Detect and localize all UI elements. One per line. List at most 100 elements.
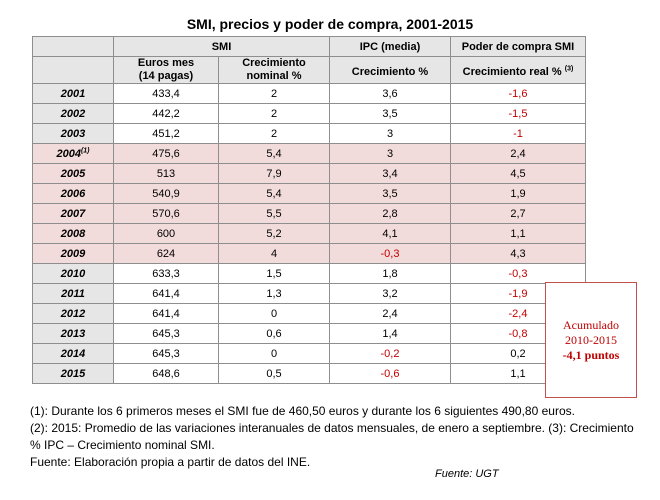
year-cell-value: 2011 bbox=[61, 287, 85, 300]
real-cell-value: -1,9 bbox=[508, 287, 528, 300]
table-row: 2004(1) 475,6 5,4 3 2,4 bbox=[32, 143, 586, 164]
footnotes: (1): Durante los 6 primeros meses el SMI… bbox=[30, 403, 640, 471]
ipc-cell: 3,4 bbox=[329, 163, 451, 184]
nominal-cell: 5,2 bbox=[218, 223, 330, 244]
ipc-cell-value: 1,4 bbox=[382, 327, 398, 340]
real-cell-value: -1 bbox=[513, 127, 523, 140]
year-cell-value: 2007 bbox=[60, 207, 86, 220]
table-row: 2015 648,6 0,5 -0,6 1,1 bbox=[32, 363, 586, 384]
year-cell-value: 2015 bbox=[60, 367, 86, 380]
header-euros: Euros mes (14 pagas) bbox=[113, 56, 219, 84]
table-row: 2001 433,4 2 3,6 -1,6 bbox=[32, 83, 586, 104]
nominal-cell-value: 0,6 bbox=[266, 327, 282, 340]
nominal-cell: 2 bbox=[218, 83, 330, 104]
table-row: 2003 451,2 2 3 -1 bbox=[32, 123, 586, 144]
nominal-cell-value: 5,2 bbox=[266, 227, 282, 240]
table-row: 2009 624 4 -0,3 4,3 bbox=[32, 243, 586, 264]
nominal-cell-value: 5,4 bbox=[266, 187, 282, 200]
accumulated-period: 2010-2015 bbox=[565, 332, 617, 347]
real-cell-value: 1,9 bbox=[510, 187, 526, 200]
euros-cell-value: 600 bbox=[156, 227, 176, 240]
year-cell: 2014 bbox=[32, 343, 114, 364]
year-cell: 2004(1) bbox=[32, 143, 114, 164]
year-footnote-sup: (1) bbox=[80, 146, 90, 154]
euros-cell-value: 645,3 bbox=[152, 327, 180, 340]
ipc-cell: 2,8 bbox=[329, 203, 451, 224]
header-real-growth: Crecimiento real % (3) bbox=[450, 56, 586, 84]
year-cell-value: 2008 bbox=[60, 227, 86, 240]
real-cell-value: -1,6 bbox=[508, 87, 528, 100]
ipc-cell: 3,6 bbox=[329, 83, 451, 104]
year-cell-value: 2004 bbox=[56, 147, 81, 160]
year-cell-value: 2001 bbox=[60, 87, 86, 100]
real-cell: 4,3 bbox=[450, 243, 586, 264]
nominal-cell: 1,5 bbox=[218, 263, 330, 284]
nominal-cell-value: 1,3 bbox=[266, 287, 282, 300]
real-cell: 2,7 bbox=[450, 203, 586, 224]
euros-cell-value: 645,3 bbox=[152, 347, 180, 360]
real-cell-value: 1,1 bbox=[510, 367, 526, 380]
header-row-groups: SMI IPC (media) Poder de compra SMI bbox=[32, 36, 586, 57]
year-cell-value: 2003 bbox=[60, 127, 86, 140]
year-cell: 2001 bbox=[32, 83, 114, 104]
ipc-cell-value: 2,8 bbox=[382, 207, 398, 220]
table-title: SMI, precios y poder de compra, 2001-201… bbox=[186, 16, 474, 32]
ipc-cell: -0,2 bbox=[329, 343, 451, 364]
real-cell: 1,1 bbox=[450, 223, 586, 244]
euros-cell: 645,3 bbox=[113, 343, 219, 364]
table-row: 2014 645,3 0 -0,2 0,2 bbox=[32, 343, 586, 364]
euros-cell-value: 624 bbox=[156, 247, 176, 260]
real-cell: 1,9 bbox=[450, 183, 586, 204]
ipc-cell-value: -0,6 bbox=[380, 367, 400, 380]
nominal-cell-value: 2 bbox=[270, 127, 278, 140]
real-cell-value: -2,4 bbox=[508, 307, 528, 320]
header-group-ipc: IPC (media) bbox=[329, 36, 451, 57]
accumulated-label: Acumulado bbox=[563, 317, 619, 332]
euros-cell-value: 641,4 bbox=[152, 287, 180, 300]
table-row: 2002 442,2 2 3,5 -1,5 bbox=[32, 103, 586, 124]
table-row: 2005 513 7,9 3,4 4,5 bbox=[32, 163, 586, 184]
year-cell: 2011 bbox=[32, 283, 114, 304]
table-row: 2008 600 5,2 4,1 1,1 bbox=[32, 223, 586, 244]
nominal-cell-value: 2 bbox=[270, 87, 278, 100]
real-cell-value: -0,3 bbox=[508, 267, 528, 280]
nominal-cell-value: 0 bbox=[270, 307, 278, 320]
table-row: 2006 540,9 5,4 3,5 1,9 bbox=[32, 183, 586, 204]
euros-cell: 433,4 bbox=[113, 83, 219, 104]
nominal-cell: 0 bbox=[218, 343, 330, 364]
real-cell-value: -1,5 bbox=[508, 107, 528, 120]
nominal-cell-value: 1,5 bbox=[266, 267, 282, 280]
year-cell-value: 2010 bbox=[60, 267, 86, 280]
year-cell: 2003 bbox=[32, 123, 114, 144]
year-cell-value: 2006 bbox=[60, 187, 86, 200]
real-cell-value: 1,1 bbox=[510, 227, 526, 240]
ipc-cell: 1,4 bbox=[329, 323, 451, 344]
real-cell-value: 4,5 bbox=[510, 167, 526, 180]
year-cell: 2006 bbox=[32, 183, 114, 204]
real-cell-value: 2,4 bbox=[510, 147, 526, 160]
euros-cell-value: 648,6 bbox=[152, 367, 180, 380]
ipc-cell: -0,3 bbox=[329, 243, 451, 264]
footnote-2: (2): 2015: Promedio de las variaciones i… bbox=[30, 421, 634, 452]
ipc-cell-value: 4,1 bbox=[382, 227, 398, 240]
ipc-cell-value: 1,8 bbox=[382, 267, 398, 280]
nominal-cell: 5,4 bbox=[218, 143, 330, 164]
header-year-blank bbox=[32, 56, 114, 84]
ipc-cell-value: 3,6 bbox=[382, 87, 398, 100]
real-cell: -1,6 bbox=[450, 83, 586, 104]
euros-cell: 645,3 bbox=[113, 323, 219, 344]
nominal-cell: 2 bbox=[218, 123, 330, 144]
header-real-label: Crecimiento real % bbox=[462, 66, 562, 78]
real-cell-value: 2,7 bbox=[510, 207, 526, 220]
euros-cell-value: 540,9 bbox=[152, 187, 180, 200]
euros-cell-value: 451,2 bbox=[152, 127, 180, 140]
real-cell: -1 bbox=[450, 123, 586, 144]
year-cell-value: 2013 bbox=[60, 327, 86, 340]
euros-cell: 648,6 bbox=[113, 363, 219, 384]
nominal-cell-value: 4 bbox=[270, 247, 278, 260]
accumulated-points: -4,1 puntos bbox=[562, 347, 620, 362]
header-nominal: Crecimiento nominal % bbox=[218, 56, 330, 84]
euros-cell-value: 513 bbox=[156, 167, 176, 180]
nominal-cell-value: 0,5 bbox=[266, 367, 282, 380]
euros-cell: 641,4 bbox=[113, 303, 219, 324]
